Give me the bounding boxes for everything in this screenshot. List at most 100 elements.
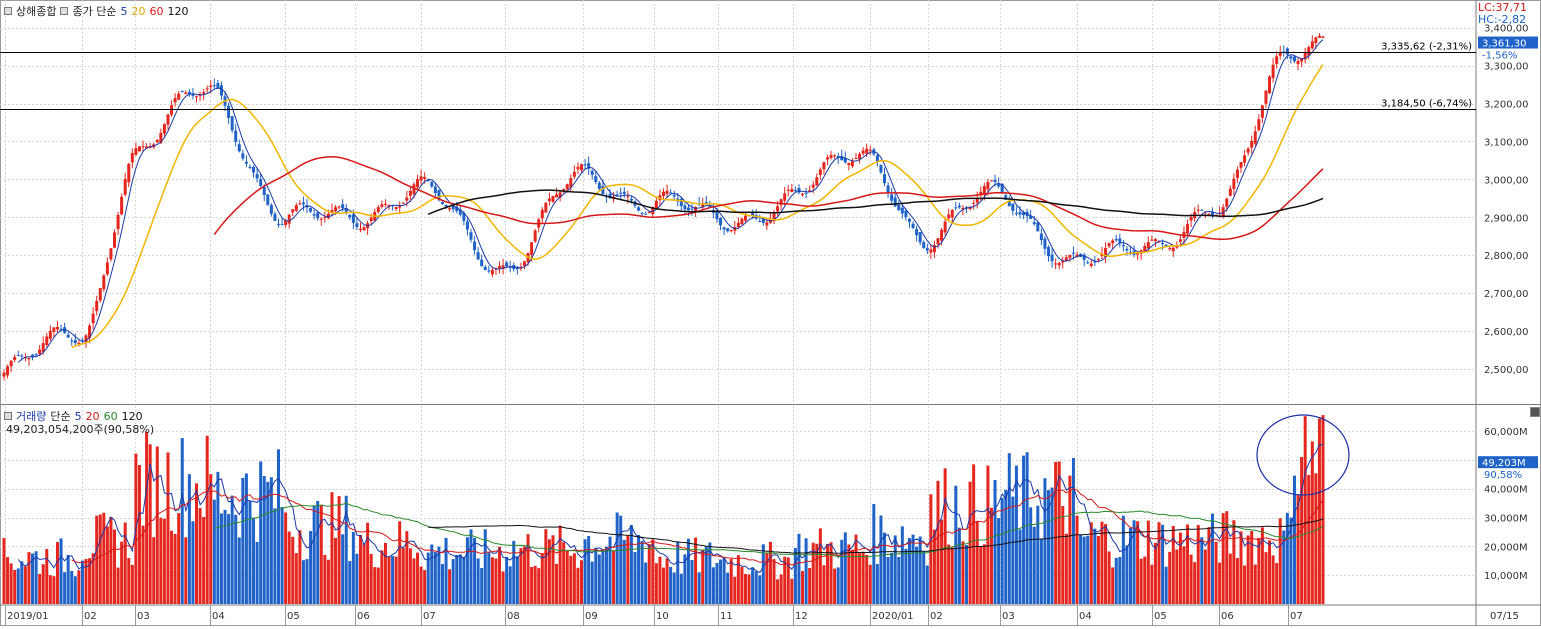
volume-bar — [1054, 461, 1058, 604]
x-tick-label: 02 — [930, 611, 943, 622]
x-tick-label: 03 — [137, 611, 150, 622]
vol-ma20-label[interactable]: 20 — [85, 409, 100, 423]
volume-bar — [9, 563, 13, 604]
volume-bar — [73, 576, 77, 604]
volume-bar — [1161, 524, 1165, 604]
candle-body — [1271, 64, 1275, 79]
candle-body — [1210, 211, 1214, 216]
candle-body — [276, 223, 280, 225]
volume-bar — [159, 517, 163, 604]
candle-body — [440, 202, 444, 204]
candle-body — [38, 349, 42, 355]
candle-body — [180, 90, 184, 92]
volume-bar — [41, 564, 45, 604]
candle-body — [458, 209, 462, 215]
volume-bar — [291, 536, 295, 604]
volume-bar — [252, 517, 256, 604]
volume-bar — [1317, 418, 1321, 604]
candle-body — [451, 206, 455, 210]
vol-ma60-label[interactable]: 60 — [103, 409, 118, 423]
volume-bar — [997, 518, 1001, 604]
volume-bar — [1239, 531, 1243, 604]
volume-bar — [1218, 562, 1222, 604]
volume-bar — [669, 566, 673, 604]
volume-bar — [1071, 458, 1075, 604]
candle-body — [1000, 183, 1004, 193]
volume-bar — [416, 552, 420, 604]
candle-body — [344, 207, 348, 213]
candle-body — [195, 96, 199, 98]
volume-bar — [633, 551, 637, 604]
volume-bar — [1260, 527, 1264, 604]
x-tick-label: 12 — [795, 611, 808, 622]
candle-body — [309, 208, 313, 212]
vol-ma120-label[interactable]: 120 — [121, 409, 143, 423]
candle-body — [70, 340, 74, 342]
volume-readout: 49,203,054,200주(90,58%) — [6, 423, 155, 436]
ma-settings-icon[interactable] — [60, 7, 69, 15]
price-y-tick-label: 2,900,00 — [1484, 213, 1529, 224]
volume-bar — [604, 546, 608, 604]
ma5-label[interactable]: 5 — [120, 4, 128, 18]
candle-body — [380, 204, 384, 207]
volume-bar — [223, 509, 227, 604]
candle-body — [1143, 246, 1147, 253]
volume-bar — [195, 483, 199, 604]
candle-body — [77, 342, 81, 344]
candle-body — [679, 198, 683, 207]
candle-body — [619, 192, 623, 194]
candle-body — [1264, 90, 1268, 104]
candle-body — [1036, 222, 1040, 232]
volume-bar — [227, 514, 231, 604]
volume-bar — [711, 567, 715, 604]
ma120-label[interactable]: 120 — [167, 4, 189, 18]
candle-body — [1171, 247, 1175, 252]
candle-body — [312, 214, 316, 216]
volume-bar — [216, 471, 220, 604]
x-tick-label: 04 — [1079, 611, 1092, 622]
volume-bar — [533, 565, 537, 604]
ma20-label[interactable]: 20 — [131, 4, 146, 18]
candle-body — [843, 158, 847, 163]
candle-body — [416, 179, 420, 188]
candle-body — [982, 186, 986, 194]
volume-bar — [868, 564, 872, 604]
highlight-ellipse — [1256, 414, 1350, 496]
price-ma-label: 종가 단순 — [72, 5, 117, 18]
candle-body — [629, 198, 633, 201]
candle-body — [672, 195, 676, 197]
candle-body — [487, 270, 491, 272]
candle-body — [444, 205, 448, 207]
volume-bar — [1203, 549, 1207, 604]
candle-body — [904, 210, 908, 218]
candle-body — [922, 242, 926, 248]
candle-body — [1161, 242, 1165, 244]
volume-bar — [355, 553, 359, 604]
volume-bar — [95, 515, 99, 604]
volume-bar — [423, 570, 427, 604]
candle-body — [394, 207, 398, 209]
candle-body — [141, 146, 145, 148]
panel-resize-handle[interactable] — [1530, 407, 1540, 417]
volume-panel-toggle-icon[interactable] — [4, 412, 12, 420]
candle-body — [797, 188, 801, 193]
volume-bar — [205, 435, 209, 604]
candle-body — [326, 213, 330, 219]
ma60-label[interactable]: 60 — [149, 4, 164, 18]
candle-body — [73, 340, 77, 344]
volume-bar — [2, 537, 6, 604]
candle-body — [184, 92, 188, 95]
candle-body — [772, 213, 776, 222]
volume-bar — [369, 553, 373, 604]
candle-body — [1150, 239, 1154, 241]
price-panel-toggle-icon[interactable] — [4, 7, 12, 15]
volume-bar — [1175, 549, 1179, 604]
candle-body — [430, 181, 434, 187]
candle-body — [177, 93, 181, 100]
volume-bar — [719, 559, 723, 604]
candle-body — [2, 372, 6, 377]
volume-bar — [1278, 518, 1282, 604]
candle-body — [580, 164, 584, 171]
vol-ma5-label[interactable]: 5 — [74, 409, 82, 423]
